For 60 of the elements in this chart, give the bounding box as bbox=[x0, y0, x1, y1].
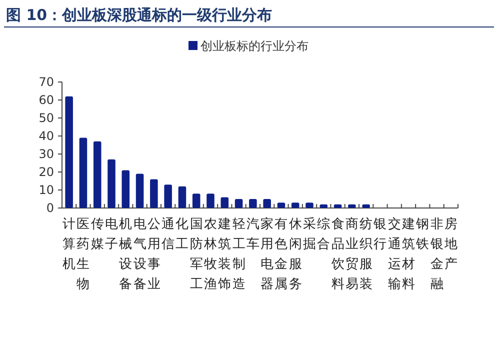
x-tick-label: 建筑材料 bbox=[401, 217, 415, 292]
x-tick-label: 采掘 bbox=[303, 217, 316, 252]
x-tick-label: 非银金融 bbox=[429, 217, 444, 292]
bar bbox=[206, 194, 214, 208]
x-tick-label: 商业贸易 bbox=[345, 217, 358, 292]
x-tick-label: 电气设备 bbox=[133, 217, 146, 292]
x-tick-label: 国防军工 bbox=[190, 217, 203, 292]
bar bbox=[320, 204, 328, 208]
x-tick-label: 公用事业 bbox=[147, 217, 160, 292]
bar bbox=[334, 204, 342, 208]
x-tick-label: 纺织服装 bbox=[360, 217, 373, 292]
x-tick-label: 房地产 bbox=[443, 216, 458, 272]
legend-label: 创业板标的行业分布 bbox=[200, 39, 308, 53]
bar bbox=[249, 199, 257, 208]
x-tick-label: 综合 bbox=[317, 217, 330, 252]
bar bbox=[164, 184, 172, 208]
x-tick-label: 通信 bbox=[162, 217, 175, 252]
y-tick-label: 60 bbox=[38, 93, 54, 107]
x-tick-label: 电子 bbox=[105, 217, 118, 252]
x-tick-label: 计算机 bbox=[62, 217, 76, 272]
bar bbox=[178, 186, 186, 208]
bar bbox=[277, 202, 286, 208]
bar bbox=[291, 202, 300, 208]
x-tick-label: 汽车 bbox=[246, 217, 260, 252]
x-tick-label: 家用电器 bbox=[260, 216, 274, 292]
x-tick-label: 建筑装饰 bbox=[217, 217, 232, 292]
bar bbox=[93, 141, 102, 208]
x-tick-label: 有色金属 bbox=[274, 217, 288, 292]
y-tick-label: 20 bbox=[38, 165, 54, 179]
x-tick-label: 休闲服务 bbox=[288, 217, 302, 292]
y-tick-label: 30 bbox=[38, 147, 54, 161]
bar bbox=[122, 170, 130, 208]
bar bbox=[348, 204, 356, 208]
y-tick-label: 40 bbox=[38, 129, 54, 143]
x-tick-label: 轻工制造 bbox=[232, 217, 246, 292]
y-tick-label: 10 bbox=[38, 183, 54, 197]
x-tick-label: 医药生物 bbox=[76, 217, 90, 292]
x-tick-label: 交通运输 bbox=[388, 216, 401, 292]
x-tick-label: 农林牧渔 bbox=[203, 217, 217, 292]
x-tick-label: 机械设备 bbox=[119, 217, 132, 292]
bar bbox=[220, 197, 229, 208]
x-tick-label: 化工 bbox=[176, 217, 189, 252]
y-tick-label: 0 bbox=[46, 201, 54, 215]
bar bbox=[234, 199, 243, 208]
bar bbox=[136, 174, 144, 208]
x-tick-label: 食品饮料 bbox=[330, 217, 344, 292]
bar bbox=[192, 194, 200, 208]
x-tick-label: 银行 bbox=[372, 217, 387, 252]
bar bbox=[150, 179, 158, 208]
y-tick-label: 70 bbox=[38, 75, 54, 89]
bar bbox=[362, 204, 370, 208]
chart-title: 图 10：创业板深股通标的一级行业分布 bbox=[6, 6, 272, 24]
bar bbox=[65, 96, 73, 208]
y-tick-label: 50 bbox=[38, 111, 54, 125]
bar bbox=[79, 138, 88, 208]
x-tick-label: 传媒 bbox=[90, 217, 104, 252]
bar bbox=[306, 202, 314, 208]
x-tick-label: 钢铁 bbox=[415, 217, 430, 252]
bar bbox=[108, 159, 116, 208]
bar bbox=[263, 199, 271, 208]
